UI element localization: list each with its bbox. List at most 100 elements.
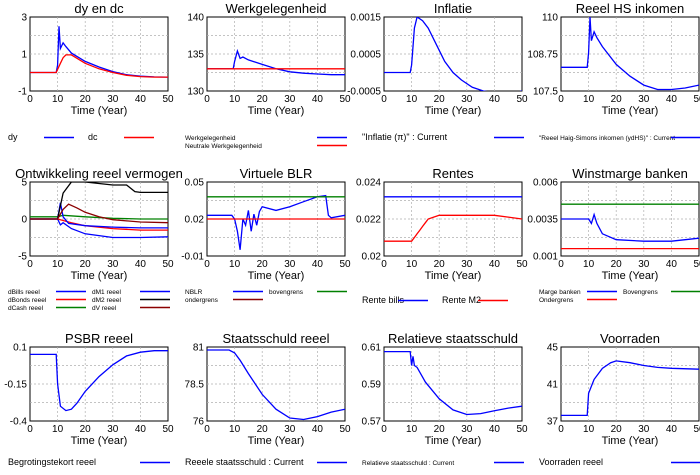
x-tick-label: 10 [52, 259, 64, 270]
series-line-dy-dc-1 [30, 54, 168, 78]
series-line-relatieve-staatsschuld-0 [384, 350, 522, 416]
y-tick-label: 0.59 [362, 380, 382, 391]
x-tick-label: 10 [229, 94, 241, 105]
series-line-reeel-hs-inkomen-0 [561, 17, 699, 91]
legend-label: ondergrens [185, 297, 219, 304]
chart-title: Voorraden [600, 331, 660, 346]
legend-label: Bovengrens [623, 289, 658, 296]
x-tick-label: 20 [611, 94, 623, 105]
x-tick-label: 50 [693, 259, 700, 270]
x-tick-label: 20 [434, 259, 446, 270]
x-tick-label: 30 [638, 424, 650, 435]
x-axis-label: Time (Year) [425, 270, 482, 282]
y-tick-label: 0.02 [362, 252, 382, 263]
series-line-inflatie-0 [384, 17, 522, 91]
chart-panel-rentes: Rentes 0 10 20 30 40 50 0.024 0.022 0.02 Time (Yea… [356, 166, 528, 305]
legend-label: dy [8, 132, 18, 142]
chart-panel-dy-dc: dy en dc 0 10 20 30 40 50 3 1 -1 Time (Year) dy dc [8, 1, 174, 142]
chart-panel-winstmarge: Winstmarge banken 0 10 20 30 40 50 0.006 0.0035 0… [527, 166, 700, 304]
y-tick-label: 0.02 [185, 215, 205, 226]
series-line-vermogen-5 [30, 203, 168, 224]
x-tick-label: 30 [461, 424, 473, 435]
legend-label: Neutrale Werkgelegenheid [185, 143, 262, 150]
x-tick-label: 30 [284, 259, 296, 270]
y-tick-label: 0.05 [185, 178, 205, 189]
y-tick-label: 0.024 [356, 178, 381, 189]
x-tick-label: 10 [583, 259, 595, 270]
y-tick-label: -0.4 [10, 417, 28, 428]
legend-label: Rente M2 [442, 295, 481, 305]
x-tick-label: 10 [229, 424, 241, 435]
series-line-vermogen-0 [30, 218, 168, 239]
x-tick-label: 10 [406, 94, 418, 105]
y-tick-label: 5 [21, 178, 27, 189]
legend-label: dCash reeel [8, 305, 44, 312]
legend-label: NBLR [185, 289, 203, 296]
legend-label: Werkgelegenheid [185, 135, 236, 142]
series-line-vermogen-4 [30, 182, 168, 220]
chart-title: Virtuele BLR [240, 166, 313, 181]
x-tick-label: 30 [107, 259, 119, 270]
x-axis-label: Time (Year) [71, 435, 128, 447]
chart-panel-werkgelegenheid: Werkgelegenheid 0 10 20 30 40 50 140 135 130 Time … [185, 1, 351, 150]
x-axis-label: Time (Year) [71, 270, 128, 282]
series-line-rentes-1 [384, 214, 522, 242]
x-tick-label: 20 [611, 259, 623, 270]
y-tick-label: 110 [542, 13, 558, 24]
y-tick-label: 0.61 [362, 343, 382, 354]
x-tick-label: 20 [434, 424, 446, 435]
x-tick-label: 0 [27, 94, 33, 105]
chart-title: Winstmarge banken [572, 166, 688, 181]
x-tick-label: 40 [489, 424, 501, 435]
x-tick-label: 30 [107, 94, 119, 105]
y-tick-label: 135 [187, 50, 204, 61]
x-tick-label: 30 [638, 94, 650, 105]
y-tick-label: 3 [21, 13, 27, 24]
x-tick-label: 30 [461, 94, 473, 105]
y-tick-label: 0.006 [533, 178, 558, 189]
x-tick-label: 0 [27, 424, 33, 435]
x-tick-label: 0 [558, 424, 564, 435]
x-tick-label: 40 [666, 424, 678, 435]
chart-panel-staatsschuld: Staatsschuld reeel 0 10 20 30 40 50 81 78.5 76 Tim… [185, 331, 351, 467]
x-tick-label: 10 [406, 259, 418, 270]
x-tick-label: 40 [312, 424, 324, 435]
x-axis-label: Time (Year) [602, 105, 659, 117]
y-tick-label: 78.5 [185, 380, 205, 391]
x-tick-label: 50 [693, 424, 700, 435]
y-tick-label: 108.75 [527, 50, 558, 61]
legend-label: dBills reeel [8, 289, 40, 296]
x-tick-label: 50 [339, 259, 351, 270]
chart-title: Relatieve staatsschuld [388, 331, 518, 346]
x-tick-label: 50 [516, 424, 528, 435]
x-tick-label: 0 [204, 424, 210, 435]
x-axis-label: Time (Year) [248, 435, 305, 447]
x-tick-label: 30 [284, 424, 296, 435]
legend-label: Reeele staatsschuld : Current [185, 457, 304, 467]
chart-panel-relatieve-staatsschuld: Relatieve staatsschuld 0 10 20 30 40 50 0.61 0.5… [362, 331, 528, 467]
y-tick-label: 45 [547, 343, 559, 354]
x-tick-label: 50 [339, 424, 351, 435]
legend-label: "Reeel Haig-Simons inkomen (ydHS)" : Cur… [539, 135, 675, 142]
x-tick-label: 10 [52, 424, 64, 435]
x-tick-label: 10 [229, 259, 241, 270]
y-tick-label: 37 [547, 417, 559, 428]
series-line-staatsschuld-0 [207, 349, 345, 421]
x-tick-label: 50 [339, 94, 351, 105]
chart-title: dy en dc [74, 1, 124, 16]
x-tick-label: 10 [406, 424, 418, 435]
x-tick-label: 10 [583, 424, 595, 435]
x-axis-label: Time (Year) [71, 105, 128, 117]
x-axis-label: Time (Year) [602, 435, 659, 447]
series-line-psbr-0 [30, 350, 168, 412]
series-line-werkgelegenheid-0 [207, 48, 345, 76]
x-tick-label: 0 [558, 94, 564, 105]
chart-title: Rentes [432, 166, 474, 181]
chart-title: Werkgelegenheid [226, 1, 327, 16]
chart-panel-reeel-hs-inkomen: Reeel HS inkomen 0 10 20 30 40 50 110 108.75 107.… [527, 1, 700, 142]
x-tick-label: 40 [489, 94, 501, 105]
y-tick-label: 0 [21, 215, 27, 226]
x-tick-label: 40 [312, 259, 324, 270]
x-axis-label: Time (Year) [425, 435, 482, 447]
